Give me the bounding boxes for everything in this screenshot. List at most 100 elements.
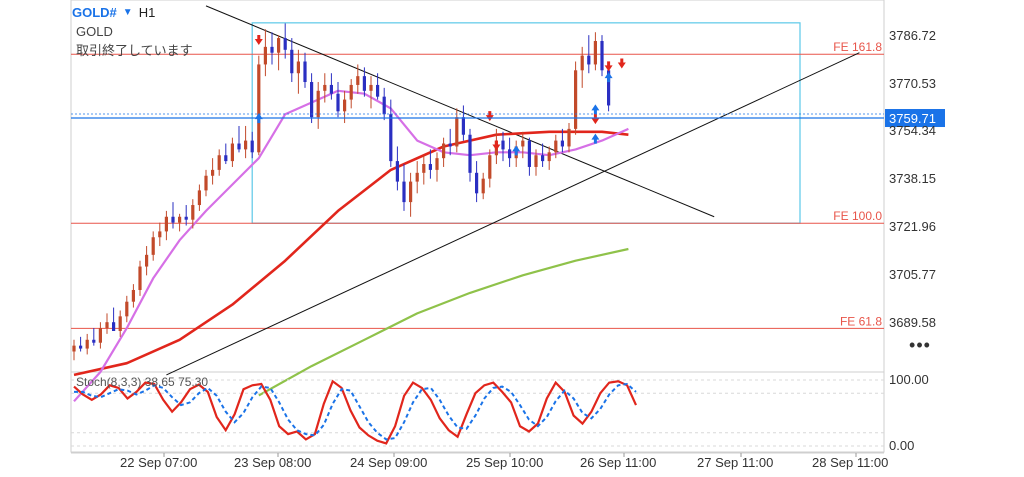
candle-body bbox=[567, 128, 571, 147]
current-price-tag bbox=[885, 109, 945, 128]
fib-levels[interactable]: FE 161.8 FE 100.0 FE 61.8 bbox=[71, 40, 884, 329]
candle-body bbox=[217, 155, 221, 170]
candle-body bbox=[98, 328, 102, 343]
trend-line[interactable] bbox=[166, 52, 860, 376]
candle-body bbox=[560, 140, 564, 147]
candle-body bbox=[580, 55, 584, 71]
candle-body bbox=[435, 158, 439, 170]
candle-body bbox=[257, 64, 261, 153]
candle-body bbox=[283, 38, 287, 50]
candle-body bbox=[230, 143, 234, 162]
candle-body bbox=[224, 155, 228, 162]
candle-body bbox=[461, 117, 465, 135]
sell-arrow-icon bbox=[591, 114, 600, 125]
candle-body bbox=[72, 345, 76, 352]
sell-arrow-icon bbox=[254, 35, 263, 46]
current-price-line: 3759.71 bbox=[71, 109, 945, 128]
candle-body bbox=[395, 161, 399, 182]
price-tick-label: 3770.53 bbox=[889, 76, 936, 91]
time-tick-label: 27 Sep 11:00 bbox=[697, 455, 773, 470]
candle-body bbox=[382, 96, 386, 115]
fib-level-label: FE 161.8 bbox=[833, 40, 882, 54]
trend-line[interactable] bbox=[205, 5, 715, 218]
candle-body bbox=[164, 216, 168, 232]
candle-body bbox=[415, 172, 419, 182]
chevron-down-icon[interactable]: ▼ bbox=[122, 7, 133, 18]
candle-body bbox=[329, 84, 333, 94]
candle-body bbox=[422, 164, 426, 173]
trend-lines[interactable] bbox=[166, 5, 860, 376]
price-tick-label: 3721.96 bbox=[889, 219, 936, 234]
candle-body bbox=[349, 84, 353, 100]
candle-body bbox=[607, 70, 611, 106]
candle-body bbox=[316, 90, 320, 118]
candle-body bbox=[158, 231, 162, 238]
candle-body bbox=[574, 70, 578, 129]
candle-body bbox=[171, 216, 175, 223]
stoch-tick-label: 0.00 bbox=[889, 438, 914, 453]
price-axis[interactable]: 3786.72 3770.53 3754.34 3738.15 3721.96 3705.… bbox=[889, 28, 936, 330]
time-tick-label: 28 Sep 11:00 bbox=[812, 455, 888, 470]
fib-level-label: FE 61.8 bbox=[840, 314, 882, 328]
candle-body bbox=[244, 140, 248, 150]
fib-level-label: FE 100.0 bbox=[833, 209, 882, 223]
candle-body bbox=[92, 339, 96, 343]
candle-body bbox=[204, 175, 208, 191]
candle-body bbox=[79, 345, 83, 349]
time-tick-label: 23 Sep 08:00 bbox=[234, 455, 311, 470]
market-status: 取引終了しています bbox=[76, 43, 193, 58]
stoch-signal-line bbox=[74, 382, 637, 441]
candle-body bbox=[191, 205, 195, 220]
candle-body bbox=[145, 254, 149, 267]
candle-body bbox=[151, 237, 155, 255]
time-tick-label: 22 Sep 07:00 bbox=[120, 455, 197, 470]
time-axis[interactable]: 22 Sep 07:00 23 Sep 08:00 24 Sep 09:00 25 S… bbox=[120, 453, 888, 470]
candle-body bbox=[501, 140, 505, 150]
candle-body bbox=[303, 61, 307, 83]
candle-body bbox=[409, 181, 413, 203]
candle-body bbox=[428, 164, 432, 170]
price-tick-label: 3754.34 bbox=[889, 123, 936, 138]
timeframe-label[interactable]: H1 bbox=[138, 5, 156, 20]
candle-body bbox=[310, 82, 314, 118]
candle-body bbox=[323, 84, 327, 91]
candle-body bbox=[178, 216, 182, 223]
more-options-icon[interactable]: ••• bbox=[909, 335, 931, 355]
candle-body bbox=[508, 149, 512, 159]
candle-body bbox=[343, 99, 347, 112]
buy-arrow-icon bbox=[591, 133, 600, 144]
candle-body bbox=[554, 140, 558, 153]
sell-arrow-icon bbox=[617, 58, 626, 69]
stoch-pane[interactable] bbox=[70, 371, 885, 453]
candle-body bbox=[587, 55, 591, 65]
buy-arrow-icon bbox=[591, 104, 600, 115]
ma-red-line bbox=[73, 130, 629, 377]
ma-green-line bbox=[258, 247, 629, 397]
stoch-tick-label: 100.00 bbox=[889, 372, 929, 387]
candle-body bbox=[197, 190, 201, 206]
sell-arrow-icon bbox=[485, 111, 494, 122]
candle-body bbox=[481, 178, 485, 194]
candle-body bbox=[521, 140, 525, 147]
candle-body bbox=[138, 266, 142, 290]
candle-body bbox=[112, 322, 116, 331]
candle-body bbox=[455, 117, 459, 147]
buy-arrow-icon bbox=[604, 72, 613, 83]
stoch-title: Stoch(8,3,3) 38.65 75.30 bbox=[76, 375, 208, 389]
candle-body bbox=[442, 143, 446, 159]
candle-body bbox=[534, 155, 538, 167]
candle-body bbox=[527, 140, 531, 167]
candle-body bbox=[131, 289, 135, 302]
candle-body bbox=[336, 93, 340, 112]
candle-body bbox=[250, 140, 254, 153]
candle-body bbox=[237, 143, 241, 150]
sell-arrow-icon bbox=[492, 140, 501, 151]
symbol-name[interactable]: GOLD# bbox=[72, 5, 117, 20]
candle-body bbox=[600, 41, 604, 71]
time-tick-label: 25 Sep 10:00 bbox=[466, 455, 543, 470]
candle-body bbox=[270, 46, 274, 53]
candle-body bbox=[356, 76, 360, 85]
symbol-selector[interactable]: GOLD# ▼ H1 bbox=[72, 5, 155, 20]
